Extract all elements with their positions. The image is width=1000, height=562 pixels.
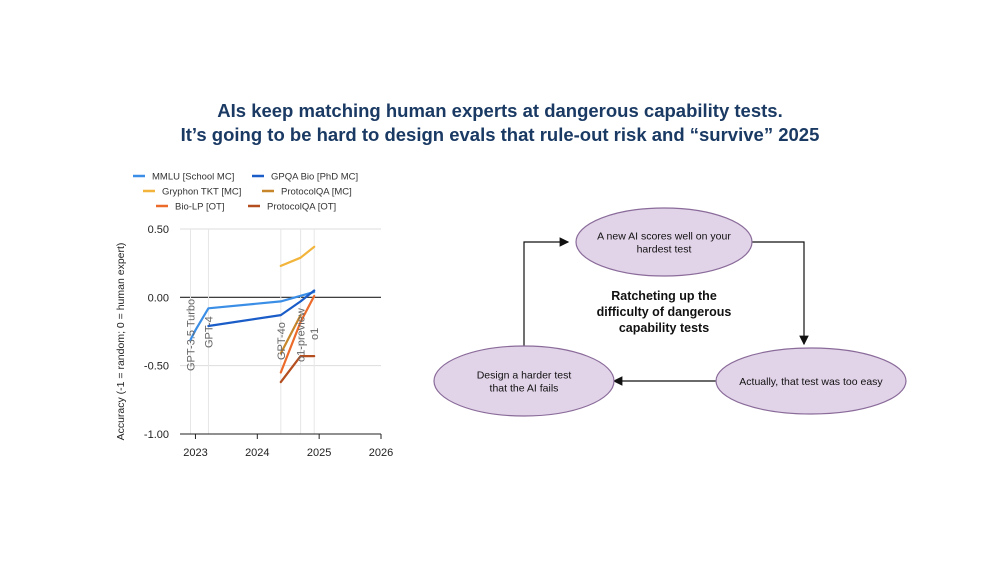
cycle-node-left-label: that the AI fails: [490, 383, 559, 395]
y-tick-label: -1.00: [144, 429, 169, 441]
cycle-node-top-label: hardest test: [637, 244, 692, 256]
title-line-1: AIs keep matching human experts at dange…: [217, 100, 783, 121]
y-axis-label: Accuracy (-1 = random; 0 = human expert): [115, 243, 127, 441]
cycle-node-right-label: Actually, that test was too easy: [739, 376, 883, 388]
legend-label: Bio-LP [OT]: [175, 202, 224, 213]
x-tick-label: 2024: [245, 447, 269, 459]
x-tick-label: 2023: [183, 447, 207, 459]
y-tick-label: 0.00: [148, 292, 169, 304]
model-release-labels: GPT-3.5 Turbo GPT-4 GPT-4o o1-preview o1: [186, 299, 322, 371]
model-release-label: o1-preview: [296, 308, 308, 362]
model-release-label: GPT-4: [203, 316, 215, 348]
line-chart: MMLU [School MC] GPQA Bio [PhD MC] Gryphon…: [115, 172, 393, 460]
title-line-2: It’s going to be hard to design evals th…: [180, 124, 820, 145]
x-tick-label: 2026: [369, 447, 393, 459]
cycle-node-left: [433, 345, 615, 417]
cycle-node-left-label: Design a harder test: [477, 370, 572, 382]
series-line-4: [279, 294, 316, 374]
cycle-node-top-label: A new AI scores well on your: [597, 231, 731, 243]
cycle-node-right: [715, 347, 907, 415]
chart-legend: MMLU [School MC] GPQA Bio [PhD MC] Gryphon…: [133, 172, 358, 213]
legend-label: ProtocolQA [MC]: [281, 187, 352, 198]
cycle-center-line: capability tests: [619, 321, 709, 335]
model-release-label: o1: [309, 328, 321, 340]
series-line-1: [207, 289, 316, 328]
page-title: AIs keep matching human experts at dange…: [0, 99, 1000, 147]
chart-series: [189, 245, 316, 384]
cycle-center-line: difficulty of dangerous: [597, 305, 732, 319]
y-tick-label: 0.50: [148, 224, 169, 236]
series-line-0: [189, 290, 316, 341]
model-release-label: GPT-4o: [276, 322, 288, 360]
legend-label: MMLU [School MC]: [152, 172, 234, 183]
arrow-top-to-right: [752, 241, 809, 346]
legend-label: ProtocolQA [OT]: [267, 202, 336, 213]
series-line-2: [279, 245, 316, 267]
y-tick-label: -0.50: [144, 361, 169, 373]
legend-label: Gryphon TKT [MC]: [162, 187, 241, 198]
series-line-5: [279, 355, 316, 384]
model-release-label: GPT-3.5 Turbo: [186, 299, 198, 371]
cycle-center-label: Ratcheting up the difficulty of dangerous…: [597, 289, 732, 335]
legend-label: GPQA Bio [PhD MC]: [271, 172, 358, 183]
cycle-node-top: [575, 207, 753, 277]
series-line-3: [279, 314, 302, 355]
arrow-left-to-top: [523, 237, 570, 346]
x-tick-label: 2025: [307, 447, 331, 459]
chart-axes: 0.50 0.00 -0.50 -1.00 2023 2024 2025 2026 Accura…: [115, 224, 393, 459]
cycle-center-line: Ratcheting up the: [611, 289, 717, 303]
